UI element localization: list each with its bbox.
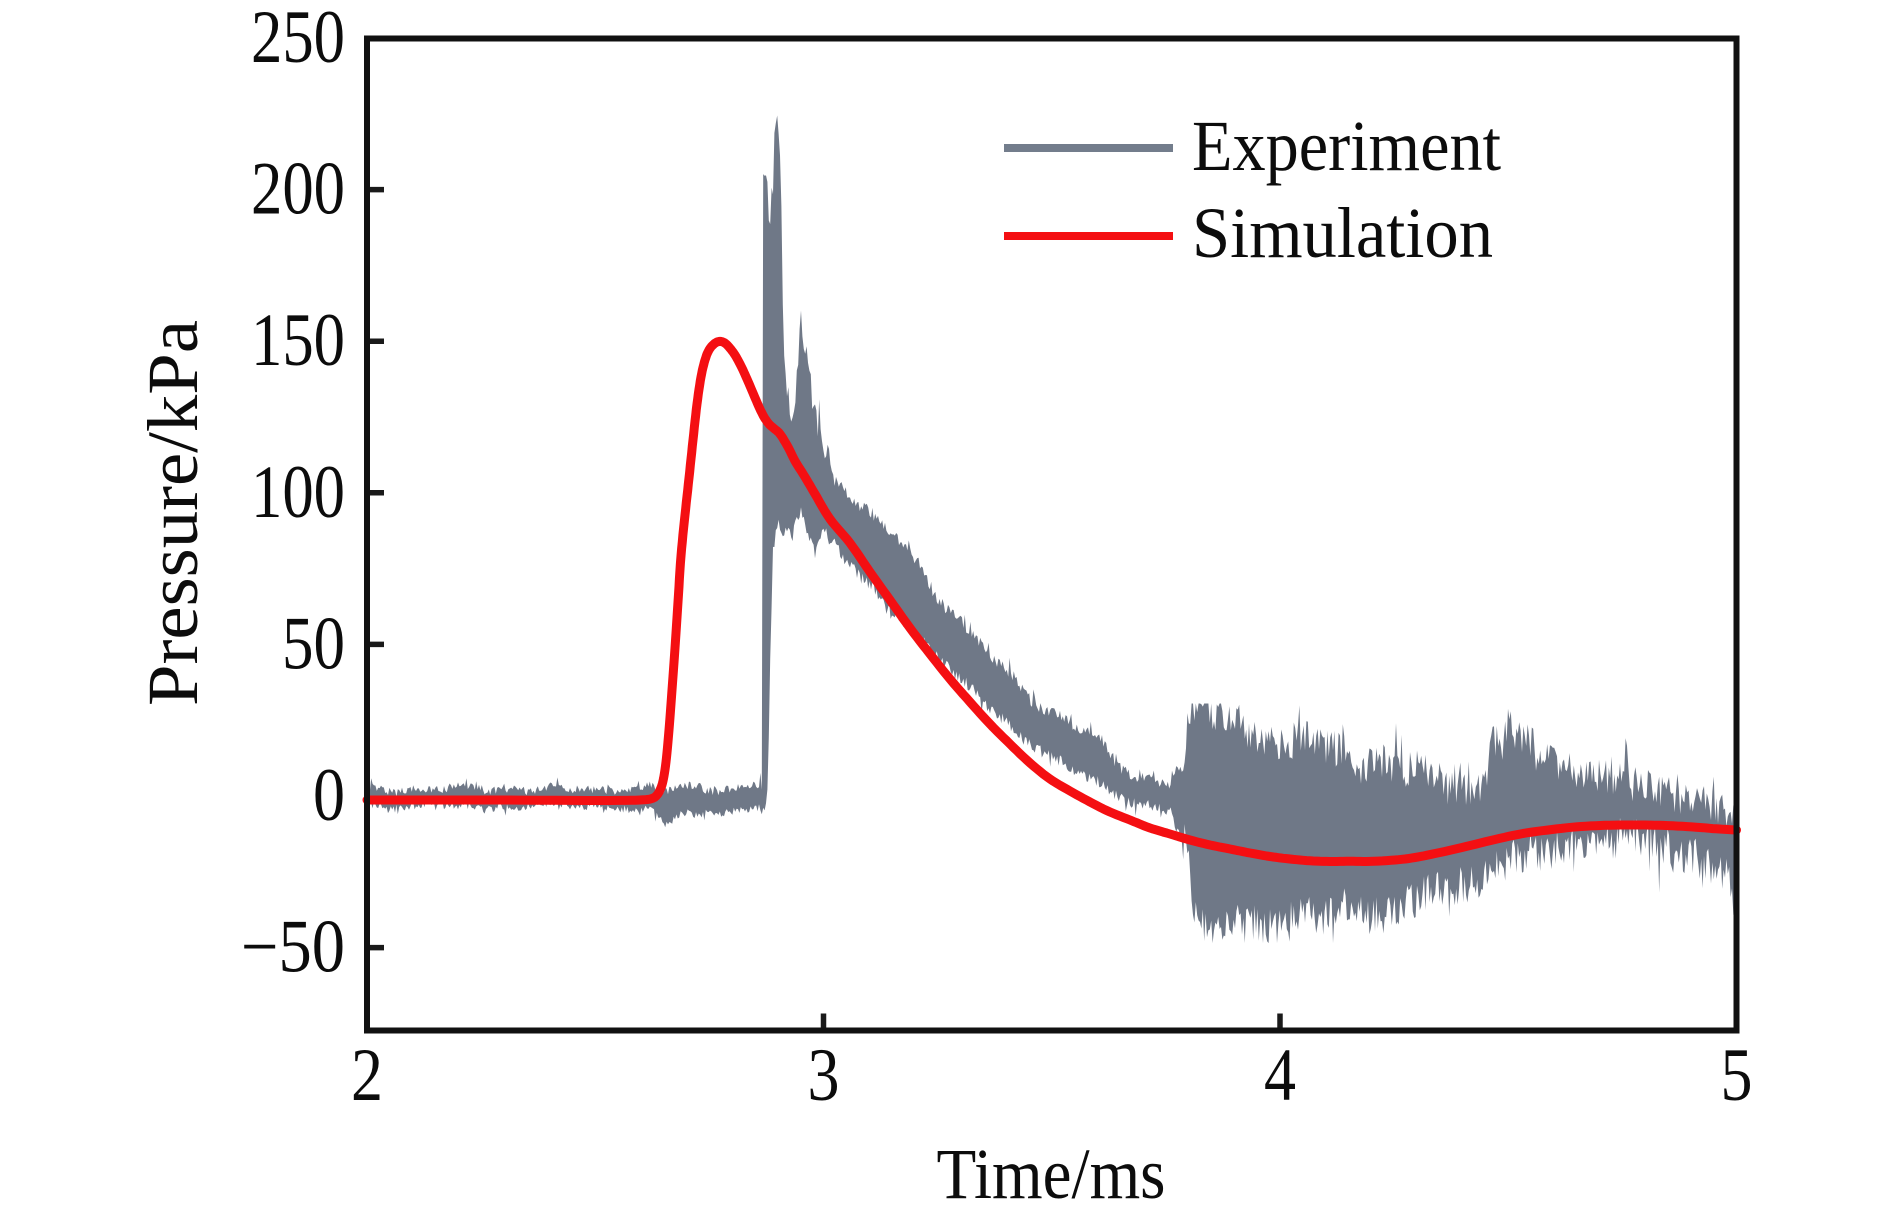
svg-text:150: 150 — [251, 299, 345, 382]
svg-text:4: 4 — [1264, 1034, 1296, 1117]
svg-text:Experiment: Experiment — [1192, 106, 1501, 186]
svg-text:250: 250 — [251, 0, 345, 79]
svg-text:Simulation: Simulation — [1192, 193, 1493, 273]
svg-text:3: 3 — [808, 1034, 840, 1117]
svg-text:−50: −50 — [241, 906, 345, 989]
svg-text:Time/ms: Time/ms — [937, 1134, 1166, 1214]
svg-text:200: 200 — [251, 148, 345, 231]
svg-text:Pressure/kPa: Pressure/kPa — [133, 320, 213, 706]
svg-text:100: 100 — [251, 451, 345, 534]
svg-text:50: 50 — [282, 602, 345, 685]
svg-text:0: 0 — [313, 754, 345, 837]
svg-text:5: 5 — [1721, 1034, 1753, 1117]
svg-text:2: 2 — [351, 1034, 383, 1117]
